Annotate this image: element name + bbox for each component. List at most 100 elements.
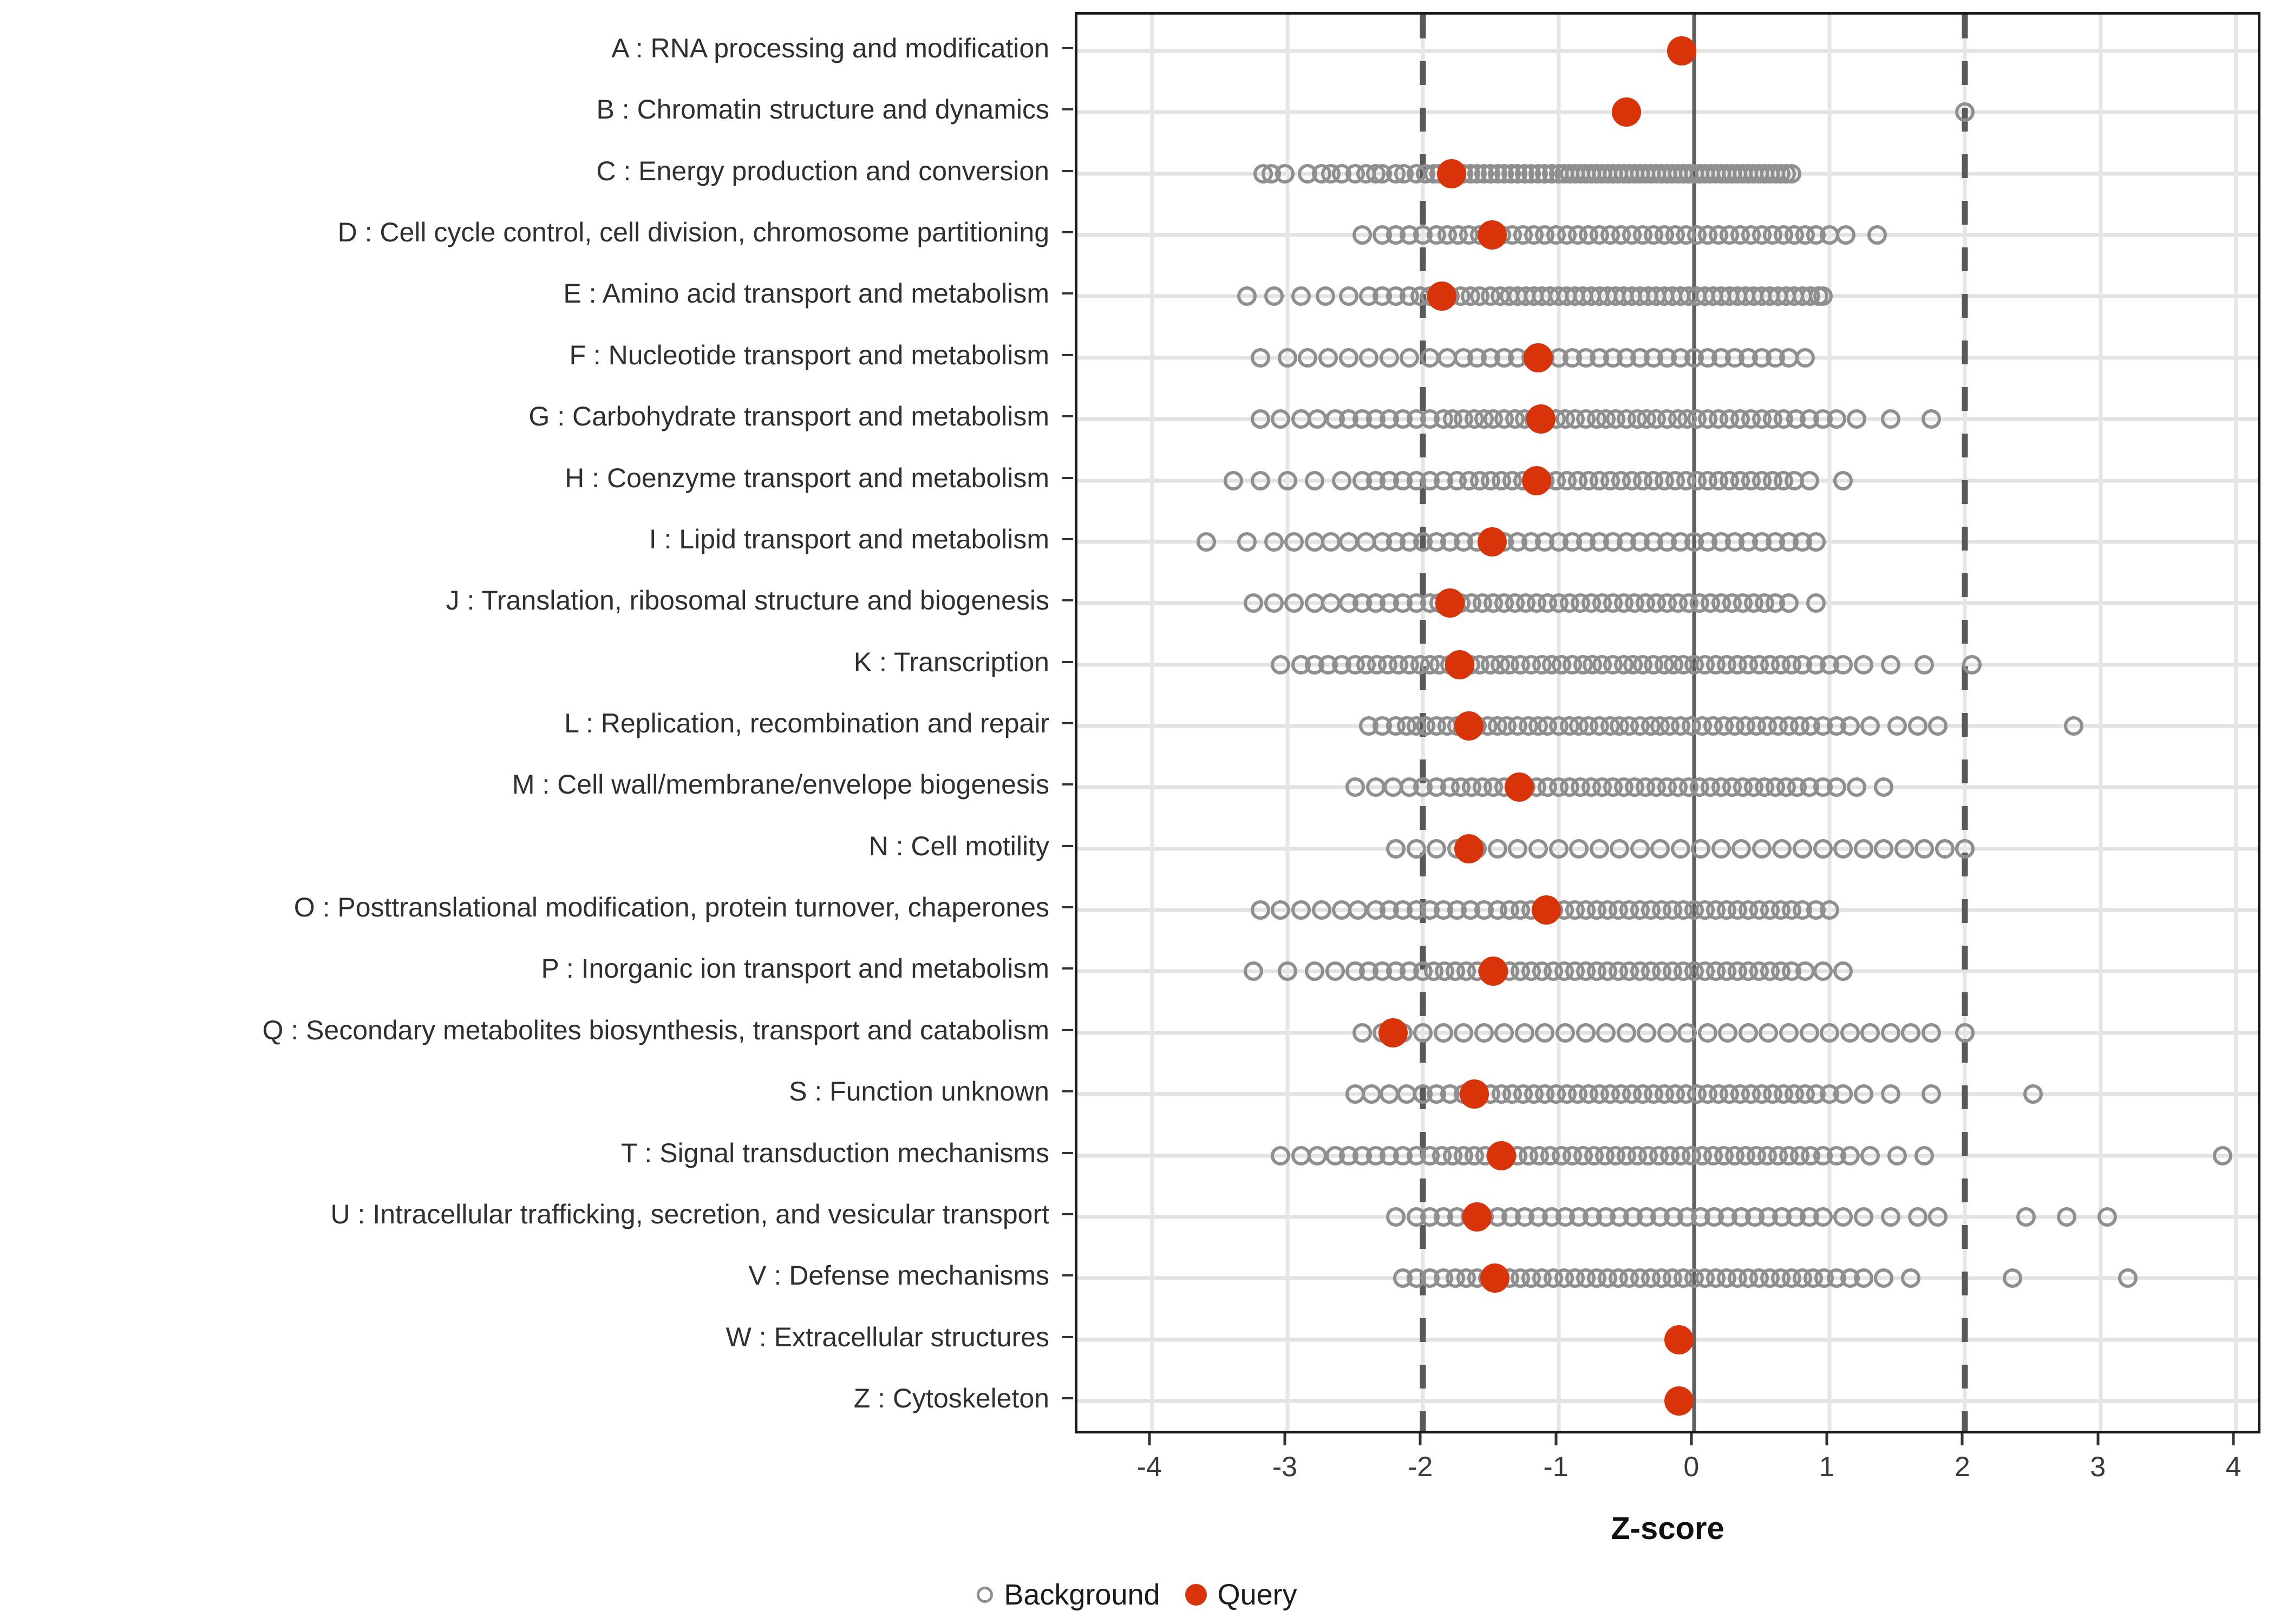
background-point	[1277, 961, 1297, 981]
background-point	[1271, 1145, 1291, 1165]
background-point	[1277, 348, 1297, 368]
y-axis-tick	[1062, 47, 1073, 49]
y-axis-category-labels: A : RNA processing and modification B : C…	[0, 0, 1061, 1435]
background-point	[2118, 1268, 2138, 1288]
background-point	[1650, 839, 1670, 859]
background-point	[1772, 839, 1792, 859]
x-axis-tick	[1961, 1433, 1964, 1445]
background-point	[1277, 470, 1297, 490]
query-point	[1487, 1141, 1517, 1170]
background-point	[1250, 900, 1270, 920]
background-point	[1352, 1023, 1372, 1043]
chart-legend: Background Query	[0, 1578, 2274, 1612]
x-axis-tick	[2096, 1433, 2100, 1445]
background-point	[1362, 1084, 1382, 1104]
background-point	[1836, 225, 1856, 245]
background-point	[1833, 961, 1853, 981]
y-axis-label: T : Signal transduction mechanisms	[620, 1137, 1049, 1168]
background-point	[1535, 1023, 1555, 1043]
background-point	[1833, 1084, 1853, 1104]
background-point	[1962, 654, 1982, 675]
y-axis-label: G : Carbohydrate transport and metabolis…	[528, 401, 1049, 432]
background-point	[1738, 1023, 1758, 1043]
background-point	[1223, 470, 1243, 490]
background-point	[1840, 1023, 1860, 1043]
query-point	[1477, 220, 1507, 250]
y-axis-tick	[1062, 292, 1073, 295]
background-point	[1874, 839, 1894, 859]
x-axis-tick-label: -3	[1272, 1451, 1298, 1483]
background-point	[1860, 1023, 1880, 1043]
background-point	[1474, 1023, 1494, 1043]
y-axis-tick	[1062, 1335, 1073, 1338]
y-axis-tick	[1062, 1151, 1073, 1154]
x-axis-tick	[1554, 1433, 1557, 1445]
legend-label-query: Query	[1217, 1579, 1297, 1611]
background-point	[1420, 348, 1440, 368]
y-axis-label: B : Chromatin structure and dynamics	[596, 94, 1049, 125]
x-axis-tick-label: 2	[1954, 1451, 1970, 1483]
y-axis-label: Q : Secondary metabolites biosynthesis, …	[262, 1014, 1049, 1045]
background-point	[1305, 961, 1324, 981]
y-axis-tick	[1062, 906, 1073, 909]
background-point	[1275, 163, 1295, 184]
y-axis-label: E : Amino acid transport and metabolism	[563, 278, 1049, 309]
y-axis-label: V : Defense mechanisms	[748, 1260, 1049, 1291]
background-point	[1657, 1023, 1677, 1043]
background-point	[1348, 900, 1368, 920]
background-point	[1820, 1023, 1840, 1043]
background-point	[1311, 900, 1331, 920]
x-axis-title: Z-score	[1611, 1511, 1724, 1546]
background-point	[1840, 1145, 1860, 1165]
background-point	[1799, 1023, 1819, 1043]
background-point	[1833, 654, 1853, 675]
gridline-vertical	[2099, 15, 2103, 1431]
background-point	[1880, 1084, 1900, 1104]
background-point	[1596, 1023, 1616, 1043]
query-point	[1378, 1018, 1408, 1047]
x-axis-tick-label: 4	[2225, 1451, 2242, 1483]
background-point	[1752, 839, 1772, 859]
query-point	[1526, 404, 1556, 434]
x-axis-tick	[1148, 1433, 1151, 1445]
background-point	[1806, 593, 1826, 613]
background-point	[1556, 1023, 1576, 1043]
y-axis-label: D : Cell cycle control, cell division, c…	[337, 217, 1049, 248]
background-point	[1284, 532, 1304, 552]
background-point	[1308, 1145, 1327, 1165]
y-axis-tick	[1062, 599, 1073, 602]
background-point	[1907, 716, 1927, 736]
background-point	[1833, 470, 1853, 490]
reference-line-dashed	[1962, 15, 1968, 1431]
y-axis-label: Z : Cytoskeleton	[853, 1383, 1049, 1413]
background-point	[1325, 961, 1345, 981]
background-point	[1914, 839, 1935, 859]
background-point	[1914, 1145, 1935, 1165]
background-point	[1433, 1023, 1453, 1043]
background-point	[1853, 839, 1873, 859]
query-point	[1480, 1263, 1510, 1293]
y-axis-label: J : Translation, ribosomal structure and…	[446, 585, 1049, 616]
background-point	[1321, 532, 1341, 552]
background-point	[1677, 1023, 1697, 1043]
background-point	[1853, 654, 1873, 675]
background-point	[1569, 839, 1589, 859]
x-axis-tick	[2232, 1433, 2235, 1445]
background-point	[1880, 654, 1900, 675]
gridline-vertical	[2234, 15, 2238, 1431]
background-point	[1291, 900, 1311, 920]
y-axis-label: N : Cell motility	[868, 830, 1049, 861]
background-point	[1880, 409, 1900, 429]
background-point	[1487, 839, 1507, 859]
query-point	[1611, 97, 1641, 127]
background-point	[2097, 1207, 2118, 1227]
background-point	[1630, 839, 1650, 859]
y-axis-tick	[1062, 538, 1073, 540]
x-axis-tick-label: -1	[1543, 1451, 1569, 1483]
background-point	[2016, 1207, 2036, 1227]
background-point	[1305, 470, 1324, 490]
y-axis-label: M : Cell wall/membrane/envelope biogenes…	[512, 769, 1049, 800]
y-axis-tick	[1062, 1274, 1073, 1277]
background-point	[1813, 1207, 1833, 1227]
